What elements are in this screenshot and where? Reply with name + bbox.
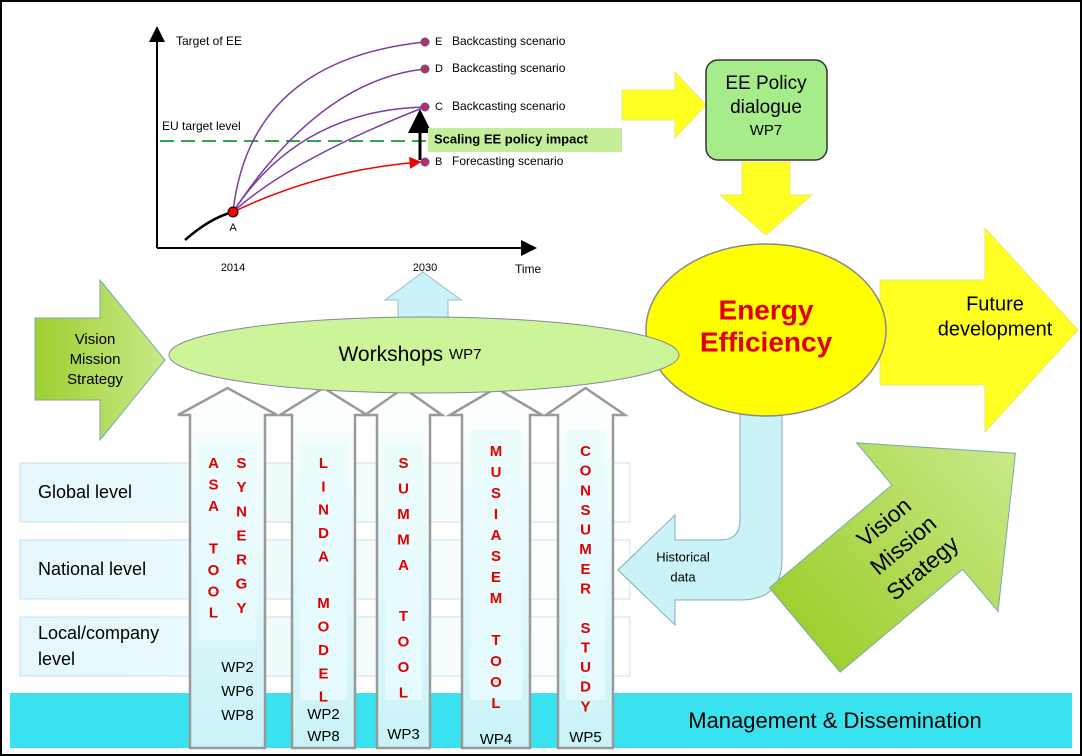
tool-name: CONSUMER STUDY xyxy=(577,443,594,718)
x-tick: 2014 xyxy=(221,262,245,274)
tool-strip xyxy=(470,431,522,700)
workshops-label: Workshops WP7 xyxy=(338,343,481,366)
point xyxy=(420,102,430,112)
footer-label: Management & Dissemination xyxy=(688,708,981,733)
y-label: Target of EE xyxy=(176,34,242,48)
tool-wp: WP2 xyxy=(307,706,340,723)
tool-wp: WP5 xyxy=(569,729,602,746)
tool-wp: WP8 xyxy=(221,707,254,724)
tool-wp: WP2 xyxy=(221,659,254,676)
point xyxy=(420,157,430,167)
tool-name: ASA TOOL xyxy=(205,455,222,626)
impact-label: Scaling EE policy impact xyxy=(434,131,589,146)
level-label: National level xyxy=(38,559,146,579)
inset: Target of EE EU target level 2014 2030 T… xyxy=(149,26,622,276)
impact-box xyxy=(428,128,622,152)
point-label: D xyxy=(435,63,443,75)
backcast-curve xyxy=(232,106,426,213)
tool-wp: WP3 xyxy=(387,726,420,743)
footer-band xyxy=(10,693,1072,748)
tool-wp: WP8 xyxy=(307,728,340,745)
scenario-label: Forecasting scenario xyxy=(452,154,564,168)
workshops-title: Workshops xyxy=(338,343,443,366)
tool-name: SYNERGY xyxy=(233,455,250,624)
vision-right: Vision Mission Strategy xyxy=(768,442,1016,673)
forecast-curve xyxy=(232,156,422,213)
tool-name: MUSIASEM TOOL xyxy=(488,443,505,716)
scenario-label: Backcasting scenario xyxy=(452,99,566,113)
tool-strip xyxy=(566,431,605,700)
backcast-curve xyxy=(232,106,426,213)
policy-wp: WP7 xyxy=(750,122,783,139)
vision-left-line: Mission xyxy=(70,351,121,368)
tool-name: LINDA MODEL xyxy=(315,455,332,712)
tool-name: SUMMA TOOL xyxy=(395,455,412,710)
level-label: level xyxy=(38,649,75,669)
future-arrow xyxy=(879,226,1079,434)
point xyxy=(420,37,430,47)
core-line: Energy xyxy=(719,294,814,325)
points: A B Forecasting scenario C Backcasting scena… xyxy=(227,34,566,234)
history-arrow xyxy=(617,397,783,627)
vision-left-line: Vision xyxy=(75,331,116,348)
tool-strip xyxy=(385,443,422,700)
point-label: C xyxy=(435,101,443,113)
x-tick: 2030 xyxy=(413,262,437,274)
level-label: Local/company xyxy=(38,623,159,643)
history-line: Historical xyxy=(656,549,710,564)
future-line: Future xyxy=(966,293,1024,315)
core-ellipse xyxy=(645,243,887,417)
point xyxy=(227,206,239,218)
point-label: B xyxy=(435,156,442,168)
tool-strip xyxy=(300,443,347,700)
policy-line: EE Policy xyxy=(725,73,807,94)
point xyxy=(420,64,430,74)
vision-right-arrow xyxy=(768,442,1016,673)
backcast-curve xyxy=(232,68,426,213)
arrow-to-policy xyxy=(621,70,707,140)
arrow-to-core xyxy=(718,161,814,236)
policy-box xyxy=(705,59,828,161)
point-label: A xyxy=(229,222,237,234)
tool-strip xyxy=(198,443,257,640)
core-line: Efficiency xyxy=(700,326,833,357)
point-label: E xyxy=(435,36,442,48)
eu-label: EU target level xyxy=(162,119,241,133)
future-line: development xyxy=(938,318,1053,340)
tool-wp: WP6 xyxy=(221,683,254,700)
x-label: Time xyxy=(515,262,542,276)
history-line: data xyxy=(670,569,696,584)
workshops-ellipse xyxy=(168,316,680,394)
vision-left-line: Strategy xyxy=(67,371,123,388)
policy-line: dialogue xyxy=(730,97,802,118)
backcast-curve xyxy=(232,41,426,213)
level-label: Global level xyxy=(38,482,132,502)
scenario-label: Backcasting scenario xyxy=(452,61,566,75)
vision-left-arrow xyxy=(34,278,166,442)
workshops-wp: WP7 xyxy=(449,346,482,363)
tool-wp: WP4 xyxy=(480,731,513,748)
scenario-label: Backcasting scenario xyxy=(452,34,566,48)
